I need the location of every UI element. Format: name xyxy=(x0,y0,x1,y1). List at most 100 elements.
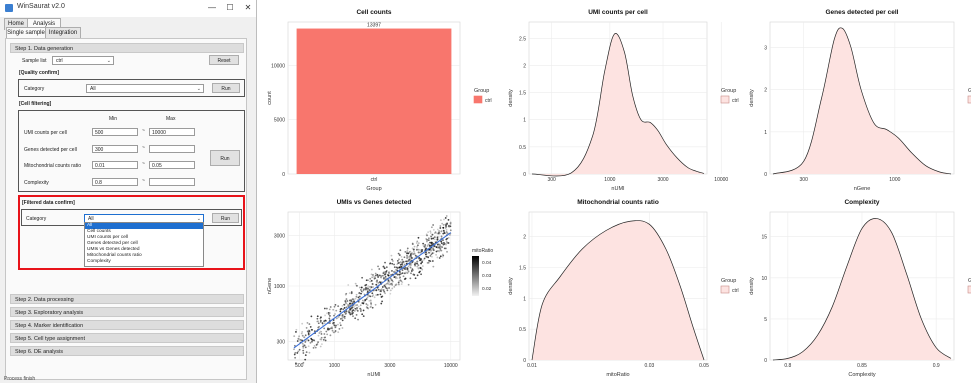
y-axis-label: density xyxy=(749,277,755,295)
quality-category-select[interactable]: All ⌄ xyxy=(86,84,204,93)
scatter-point xyxy=(416,265,419,268)
step-4-header[interactable]: Step 4. Marker identification xyxy=(10,320,244,330)
scatter-point xyxy=(375,283,378,286)
dropdown-option-umis-vs-genes[interactable]: UMIs vs Genes detected xyxy=(87,247,140,252)
scatter-point xyxy=(297,337,300,340)
filter-run-button[interactable]: Run xyxy=(210,150,240,166)
scatter-point xyxy=(389,289,392,292)
dropdown-option-genes-detected[interactable]: Genes detected per cell xyxy=(87,241,138,246)
sample-list-select[interactable]: ctrl ⌄ xyxy=(52,56,114,65)
dropdown-option-umi-counts[interactable]: UMI counts per cell xyxy=(87,235,129,240)
umi-max-input[interactable]: 10000 xyxy=(149,128,195,136)
scatter-point xyxy=(305,339,308,342)
genes-max-input[interactable] xyxy=(149,145,195,153)
step-2-header[interactable]: Step 2. Data processing xyxy=(10,294,244,304)
mito-max-input[interactable]: 0.05 xyxy=(149,161,195,169)
chart-title: UMIs vs Genes detected xyxy=(337,199,412,206)
scatter-point xyxy=(311,328,313,331)
scatter-point xyxy=(446,241,449,244)
scatter-point xyxy=(417,236,420,239)
scatter-point xyxy=(293,344,296,347)
scatter-point xyxy=(367,279,369,282)
legend-title: Group xyxy=(721,278,736,284)
dropdown-option-all[interactable]: All xyxy=(85,223,203,229)
scatter-point xyxy=(428,248,431,251)
y-tick-label-0: 0 xyxy=(282,172,285,178)
scatter-point xyxy=(370,273,373,276)
x-tick-label-0: 300 xyxy=(547,177,556,183)
color-legend-bar xyxy=(472,256,479,296)
scatter-point xyxy=(371,276,374,279)
scatter-point xyxy=(354,282,357,285)
genes-min-input[interactable]: 300 xyxy=(92,145,138,153)
scatter-point xyxy=(331,329,334,332)
scatter-point xyxy=(302,352,305,354)
scatter-point xyxy=(427,243,430,246)
max-header: Max xyxy=(166,116,176,122)
scatter-point xyxy=(403,256,406,259)
filtered-run-button[interactable]: Run xyxy=(212,213,239,223)
dropdown-option-complexity[interactable]: Complexity xyxy=(87,259,111,264)
density-line xyxy=(772,218,952,361)
scatter-point xyxy=(411,253,414,255)
scatter-point xyxy=(366,304,369,306)
scatter-point xyxy=(421,265,424,267)
scatter-point xyxy=(360,292,362,295)
legend-swatch xyxy=(967,95,971,104)
scatter-point xyxy=(421,261,424,263)
maximize-button[interactable]: ☐ xyxy=(226,3,234,12)
scatter-point xyxy=(400,265,403,268)
scatter-point xyxy=(406,267,409,270)
reset-button[interactable]: Reset xyxy=(209,55,239,65)
scatter-point xyxy=(294,351,297,354)
step-1-header[interactable]: Step 1. Data generation xyxy=(10,43,244,53)
scatter-point xyxy=(307,345,310,348)
app-logo-icon xyxy=(5,4,13,12)
legend-swatch xyxy=(967,285,971,294)
scatter-point xyxy=(305,327,308,329)
scatter-point xyxy=(327,313,330,316)
scatter-point xyxy=(387,280,390,283)
scatter-point xyxy=(354,304,356,306)
scatter-point xyxy=(362,309,365,312)
dropdown-option-mito-ratio[interactable]: Mitochondrial counts ratio xyxy=(87,253,142,258)
scatter-point xyxy=(445,229,448,231)
scatter-point xyxy=(393,285,396,288)
scatter-point xyxy=(389,283,391,286)
tab-integration[interactable]: Integration xyxy=(45,27,81,39)
scatter-point xyxy=(445,215,448,217)
scatter-point xyxy=(337,305,340,308)
complexity-max-input[interactable] xyxy=(149,178,195,186)
scatter-point xyxy=(401,258,404,261)
umi-min-input[interactable]: 500 xyxy=(92,128,138,136)
scatter-point xyxy=(380,288,383,291)
scatter-point xyxy=(410,253,412,255)
scatter-point xyxy=(357,305,360,308)
scatter-point xyxy=(397,283,400,286)
scatter-point xyxy=(430,253,433,256)
scatter-point xyxy=(370,286,373,289)
scatter-point xyxy=(304,358,307,361)
dropdown-option-cell-counts[interactable]: Cell counts xyxy=(87,229,111,234)
scatter-point xyxy=(320,338,323,341)
close-button[interactable]: ✕ xyxy=(244,3,252,12)
scatter-point xyxy=(399,279,402,282)
step-5-header[interactable]: Step 5. Cell type assignment xyxy=(10,333,244,343)
scatter-point xyxy=(397,252,400,255)
step-6-header[interactable]: Step 6. DE analysis xyxy=(10,346,244,356)
mito-min-input[interactable]: 0.01 xyxy=(92,161,138,169)
legend-swatch xyxy=(720,285,730,294)
scatter-point xyxy=(430,235,432,238)
minimize-button[interactable]: — xyxy=(208,3,216,12)
scatter-point xyxy=(425,255,428,258)
scatter-point xyxy=(390,254,393,257)
scatter-point xyxy=(306,321,309,324)
scatter-point xyxy=(348,310,350,312)
scatter-point xyxy=(332,331,335,334)
scatter-point xyxy=(329,334,332,337)
complexity-min-input[interactable]: 0.8 xyxy=(92,178,138,186)
highlight-box xyxy=(18,195,245,270)
quality-run-button[interactable]: Run xyxy=(212,83,240,93)
y-tick-label-0: 300 xyxy=(277,339,286,345)
step-3-header[interactable]: Step 3. Exploratory analysis xyxy=(10,307,244,317)
